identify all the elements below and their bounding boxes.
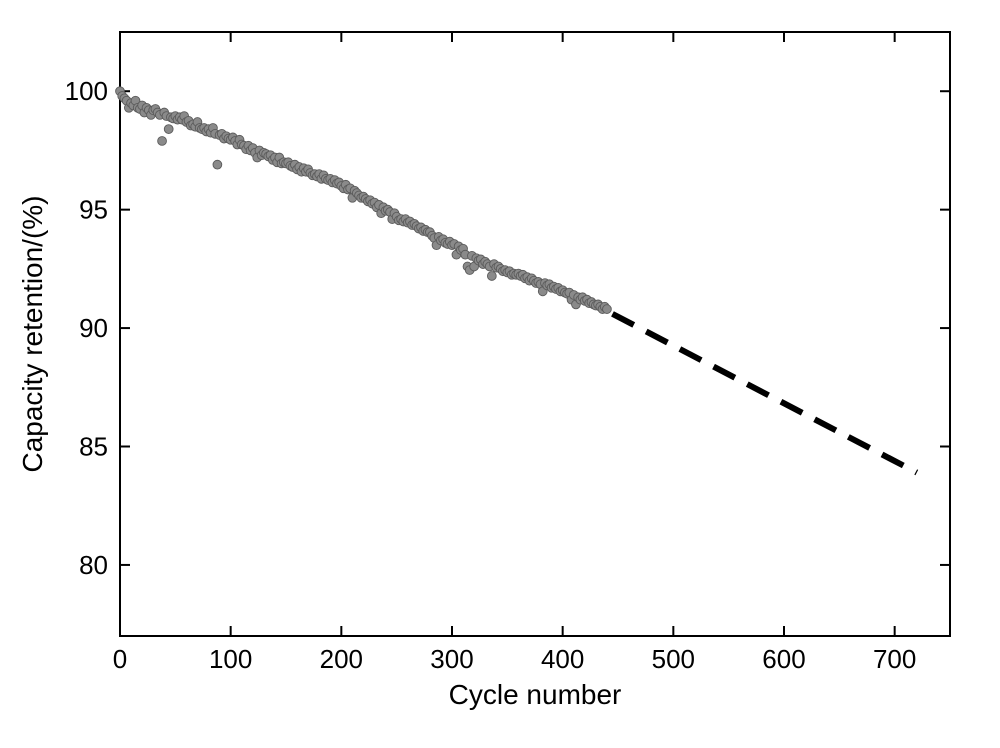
x-tick-label: 400 — [541, 644, 584, 674]
x-tick-label: 100 — [209, 644, 252, 674]
y-tick-label: 80 — [79, 550, 108, 580]
data-point — [158, 137, 167, 146]
capacity-retention-chart: 0 100 200 300 400 500 600 700 80 85 90 95 100 Cycle… — [0, 0, 1000, 748]
y-tick-label: 100 — [65, 76, 108, 106]
data-point — [164, 125, 173, 134]
y-tick-label: 85 — [79, 432, 108, 462]
x-tick-label: 200 — [320, 644, 363, 674]
x-tick-label: 500 — [652, 644, 695, 674]
x-axis-label: Cycle number — [449, 679, 622, 710]
data-point — [487, 272, 496, 281]
y-axis-label: Capacity retention/(%) — [17, 195, 48, 472]
data-point — [213, 160, 222, 169]
x-tick-label: 700 — [873, 644, 916, 674]
x-tick-label: 600 — [762, 644, 805, 674]
x-tick-label: 300 — [430, 644, 473, 674]
x-tick-label: 0 — [113, 644, 127, 674]
data-point — [603, 305, 612, 314]
y-tick-label: 90 — [79, 313, 108, 343]
chart-container: 0 100 200 300 400 500 600 700 80 85 90 95 100 Cycle… — [0, 0, 1000, 748]
y-tick-label: 95 — [79, 195, 108, 225]
